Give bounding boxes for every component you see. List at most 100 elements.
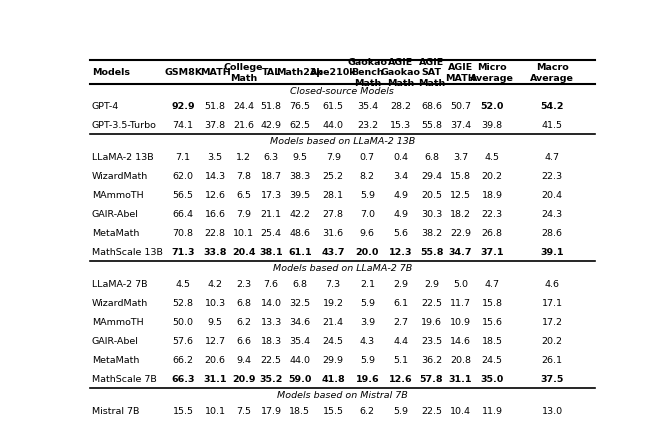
- Text: 16.1: 16.1: [357, 425, 378, 426]
- Text: 19.6: 19.6: [421, 317, 442, 326]
- Text: MathScale 7B: MathScale 7B: [92, 374, 156, 383]
- Text: 10.3: 10.3: [204, 298, 226, 307]
- Text: 54.2: 54.2: [540, 102, 564, 111]
- Text: Ape210k: Ape210k: [310, 68, 357, 77]
- Text: 24.4: 24.4: [233, 102, 254, 111]
- Text: 20.8: 20.8: [450, 355, 471, 364]
- Text: 35.4: 35.4: [482, 425, 503, 426]
- Text: 4.2: 4.2: [208, 279, 222, 288]
- Text: MATH: MATH: [200, 68, 230, 77]
- Text: 9.5: 9.5: [208, 317, 222, 326]
- Text: 44.0: 44.0: [323, 121, 344, 130]
- Text: 55.8: 55.8: [421, 121, 442, 130]
- Text: 24.3: 24.3: [542, 210, 563, 219]
- Text: 18.2: 18.2: [450, 210, 471, 219]
- Text: 5.9: 5.9: [360, 298, 375, 307]
- Text: 50.7: 50.7: [450, 102, 471, 111]
- Text: GAIR-Abel: GAIR-Abel: [92, 336, 139, 345]
- Text: 18.9: 18.9: [482, 190, 502, 200]
- Text: 7.1: 7.1: [176, 153, 190, 161]
- Text: 33.0: 33.0: [449, 425, 472, 426]
- Text: 62.0: 62.0: [173, 172, 194, 181]
- Text: MetaMath: MetaMath: [92, 355, 139, 364]
- Text: 5.9: 5.9: [360, 190, 375, 200]
- Text: 2.3: 2.3: [236, 279, 251, 288]
- Text: 4.5: 4.5: [176, 279, 190, 288]
- Text: 15.3: 15.3: [390, 121, 411, 130]
- Text: 66.3: 66.3: [172, 374, 195, 383]
- Text: 52.8: 52.8: [173, 298, 194, 307]
- Text: 20.9: 20.9: [232, 374, 255, 383]
- Text: 51.8: 51.8: [261, 102, 282, 111]
- Text: 10.4: 10.4: [450, 406, 471, 415]
- Text: 27.8: 27.8: [323, 210, 344, 219]
- Text: GPT-4: GPT-4: [92, 102, 119, 111]
- Text: 4.5: 4.5: [485, 153, 500, 161]
- Text: 28.6: 28.6: [542, 229, 563, 238]
- Text: 10.1: 10.1: [204, 406, 226, 415]
- Text: Math23k: Math23k: [277, 68, 323, 77]
- Text: TAL: TAL: [261, 68, 281, 77]
- Text: 7.5: 7.5: [236, 406, 251, 415]
- Text: 18.7: 18.7: [261, 172, 282, 181]
- Text: 7.0: 7.0: [360, 210, 375, 219]
- Text: 3.7: 3.7: [453, 153, 468, 161]
- Text: 0.4: 0.4: [393, 153, 408, 161]
- Text: LLaMA-2 7B: LLaMA-2 7B: [92, 279, 147, 288]
- Text: 9.4: 9.4: [236, 355, 251, 364]
- Text: 28.1: 28.1: [323, 190, 344, 200]
- Text: 13.0: 13.0: [542, 406, 563, 415]
- Text: MetaMath: MetaMath: [92, 229, 139, 238]
- Text: 74.1: 74.1: [173, 121, 194, 130]
- Text: 12.6: 12.6: [389, 374, 413, 383]
- Text: 6.6: 6.6: [236, 336, 251, 345]
- Text: 28.2: 28.2: [390, 102, 411, 111]
- Text: 58.3: 58.3: [289, 425, 311, 426]
- Text: 61.1: 61.1: [288, 248, 312, 257]
- Text: 6.8: 6.8: [293, 279, 307, 288]
- Text: 24.5: 24.5: [482, 355, 502, 364]
- Text: AGIE
SAT
Math: AGIE SAT Math: [418, 58, 445, 88]
- Text: AGIE
Gaokao
Math: AGIE Gaokao Math: [381, 58, 421, 88]
- Text: 22.5: 22.5: [421, 406, 442, 415]
- Text: 34.4: 34.4: [261, 425, 282, 426]
- Text: 38.1: 38.1: [259, 248, 283, 257]
- Text: 18.5: 18.5: [289, 406, 311, 415]
- Text: 20.2: 20.2: [542, 336, 563, 345]
- Text: 18.3: 18.3: [261, 336, 282, 345]
- Text: 16.0: 16.0: [233, 425, 254, 426]
- Text: 7.6: 7.6: [264, 279, 279, 288]
- Text: 22.3: 22.3: [542, 172, 563, 181]
- Text: 3.9: 3.9: [360, 317, 375, 326]
- Text: 26.8: 26.8: [482, 229, 502, 238]
- Text: 24.5: 24.5: [323, 336, 344, 345]
- Text: 9.6: 9.6: [393, 425, 408, 426]
- Text: 42.2: 42.2: [289, 210, 311, 219]
- Text: 7.3: 7.3: [326, 279, 341, 288]
- Text: 10.1: 10.1: [233, 229, 254, 238]
- Text: 34.6: 34.6: [289, 317, 311, 326]
- Text: 6.2: 6.2: [360, 406, 375, 415]
- Text: 78.1: 78.1: [171, 425, 195, 426]
- Text: 6.2: 6.2: [236, 317, 251, 326]
- Text: 2.9: 2.9: [393, 279, 408, 288]
- Text: 29.9: 29.9: [323, 355, 344, 364]
- Text: GSM8K: GSM8K: [164, 68, 202, 77]
- Text: 2.1: 2.1: [360, 279, 375, 288]
- Text: 76.5: 76.5: [289, 102, 311, 111]
- Text: 11.7: 11.7: [450, 298, 471, 307]
- Text: 20.4: 20.4: [232, 248, 255, 257]
- Text: 21.6: 21.6: [233, 121, 254, 130]
- Text: 12.7: 12.7: [204, 336, 226, 345]
- Text: 25.4: 25.4: [261, 229, 282, 238]
- Text: Gaokao
Bench
Math: Gaokao Bench Math: [347, 58, 387, 88]
- Text: College
Math: College Math: [224, 63, 263, 83]
- Text: 12.5: 12.5: [450, 190, 471, 200]
- Text: WizardMath v1.1: WizardMath v1.1: [92, 425, 172, 426]
- Text: 9.6: 9.6: [360, 229, 375, 238]
- Text: 66.2: 66.2: [173, 355, 194, 364]
- Text: 5.9: 5.9: [360, 355, 375, 364]
- Text: 35.4: 35.4: [289, 336, 311, 345]
- Text: 48.6: 48.6: [289, 229, 311, 238]
- Text: Macro
Average: Macro Average: [530, 63, 574, 83]
